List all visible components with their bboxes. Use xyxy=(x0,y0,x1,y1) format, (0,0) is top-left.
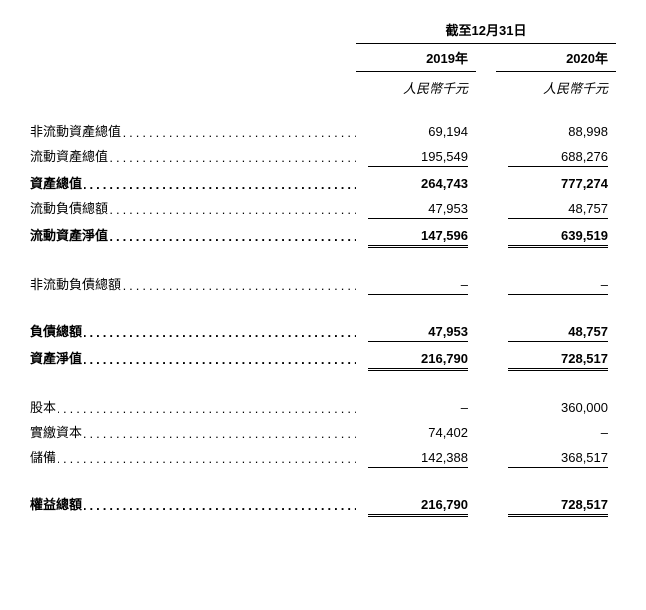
cell-value: 142,388 xyxy=(356,450,476,468)
cell-value: 74,402 xyxy=(356,425,476,440)
table-row: 資產總值 264,743 777,274 xyxy=(30,173,616,192)
cell-value: 195,549 xyxy=(356,149,476,167)
cell-value: – xyxy=(496,425,616,440)
cell-value: 216,790 xyxy=(356,351,476,371)
row-label: 資產總值 xyxy=(30,173,356,192)
row-label: 非流動負債總額 xyxy=(30,274,356,293)
table-row: 流動負債總額 47,953 48,757 xyxy=(30,198,616,219)
year-2019: 2019年 xyxy=(356,48,476,72)
cell-value: 688,276 xyxy=(496,149,616,167)
table-row: 非流動負債總額 – – xyxy=(30,274,616,295)
cell-value: 147,596 xyxy=(356,228,476,248)
spacer xyxy=(30,474,616,494)
table-row: 權益總額 216,790 728,517 xyxy=(30,494,616,517)
table-row: 流動資產淨值 147,596 639,519 xyxy=(30,225,616,248)
cell-value: 69,194 xyxy=(356,124,476,139)
row-label: 流動資產淨值 xyxy=(30,225,356,244)
cell-value: 728,517 xyxy=(496,351,616,371)
unit-row: 人民幣千元 人民幣千元 xyxy=(30,78,616,97)
cell-value: 368,517 xyxy=(496,450,616,468)
cell-value: 48,757 xyxy=(496,324,616,342)
header-row: 截至12月31日 xyxy=(30,20,616,48)
financial-table: 截至12月31日 2019年 2020年 人民幣千元 人民幣千元 非流動資產總值… xyxy=(30,20,616,517)
table-row: 負債總額 47,953 48,757 xyxy=(30,321,616,342)
cell-value: 47,953 xyxy=(356,324,476,342)
row-label: 股本 xyxy=(30,397,356,416)
row-label: 實繳資本 xyxy=(30,422,356,441)
row-label: 資產淨值 xyxy=(30,348,356,367)
table-row: 流動資產總值 195,549 688,276 xyxy=(30,146,616,167)
cell-value: 216,790 xyxy=(356,497,476,517)
cell-value: 88,998 xyxy=(496,124,616,139)
cell-value: – xyxy=(356,400,476,415)
row-label: 流動負債總額 xyxy=(30,198,356,217)
cell-value: 360,000 xyxy=(496,400,616,415)
spacer xyxy=(30,254,616,274)
cell-value: 639,519 xyxy=(496,228,616,248)
row-label: 非流動資產總值 xyxy=(30,121,356,140)
table-row: 股本 – 360,000 xyxy=(30,397,616,416)
cell-value: 728,517 xyxy=(496,497,616,517)
row-label: 流動資產總值 xyxy=(30,146,356,165)
period-header: 截至12月31日 xyxy=(356,20,616,44)
spacer xyxy=(30,301,616,321)
cell-value: – xyxy=(356,277,476,295)
table-row: 非流動資產總值 69,194 88,998 xyxy=(30,121,616,140)
table-row: 實繳資本 74,402 – xyxy=(30,422,616,441)
cell-value: 264,743 xyxy=(356,176,476,191)
table-row: 儲備 142,388 368,517 xyxy=(30,447,616,468)
row-label: 儲備 xyxy=(30,447,356,466)
table-row: 資產淨值 216,790 728,517 xyxy=(30,348,616,371)
cell-value: 777,274 xyxy=(496,176,616,191)
unit-2: 人民幣千元 xyxy=(496,78,616,97)
cell-value: 47,953 xyxy=(356,201,476,219)
row-label: 負債總額 xyxy=(30,321,356,340)
spacer xyxy=(30,377,616,397)
row-label: 權益總額 xyxy=(30,494,356,513)
cell-value: 48,757 xyxy=(496,201,616,219)
year-row: 2019年 2020年 xyxy=(30,48,616,72)
year-2020: 2020年 xyxy=(496,48,616,72)
unit-1: 人民幣千元 xyxy=(356,78,476,97)
cell-value: – xyxy=(496,277,616,295)
